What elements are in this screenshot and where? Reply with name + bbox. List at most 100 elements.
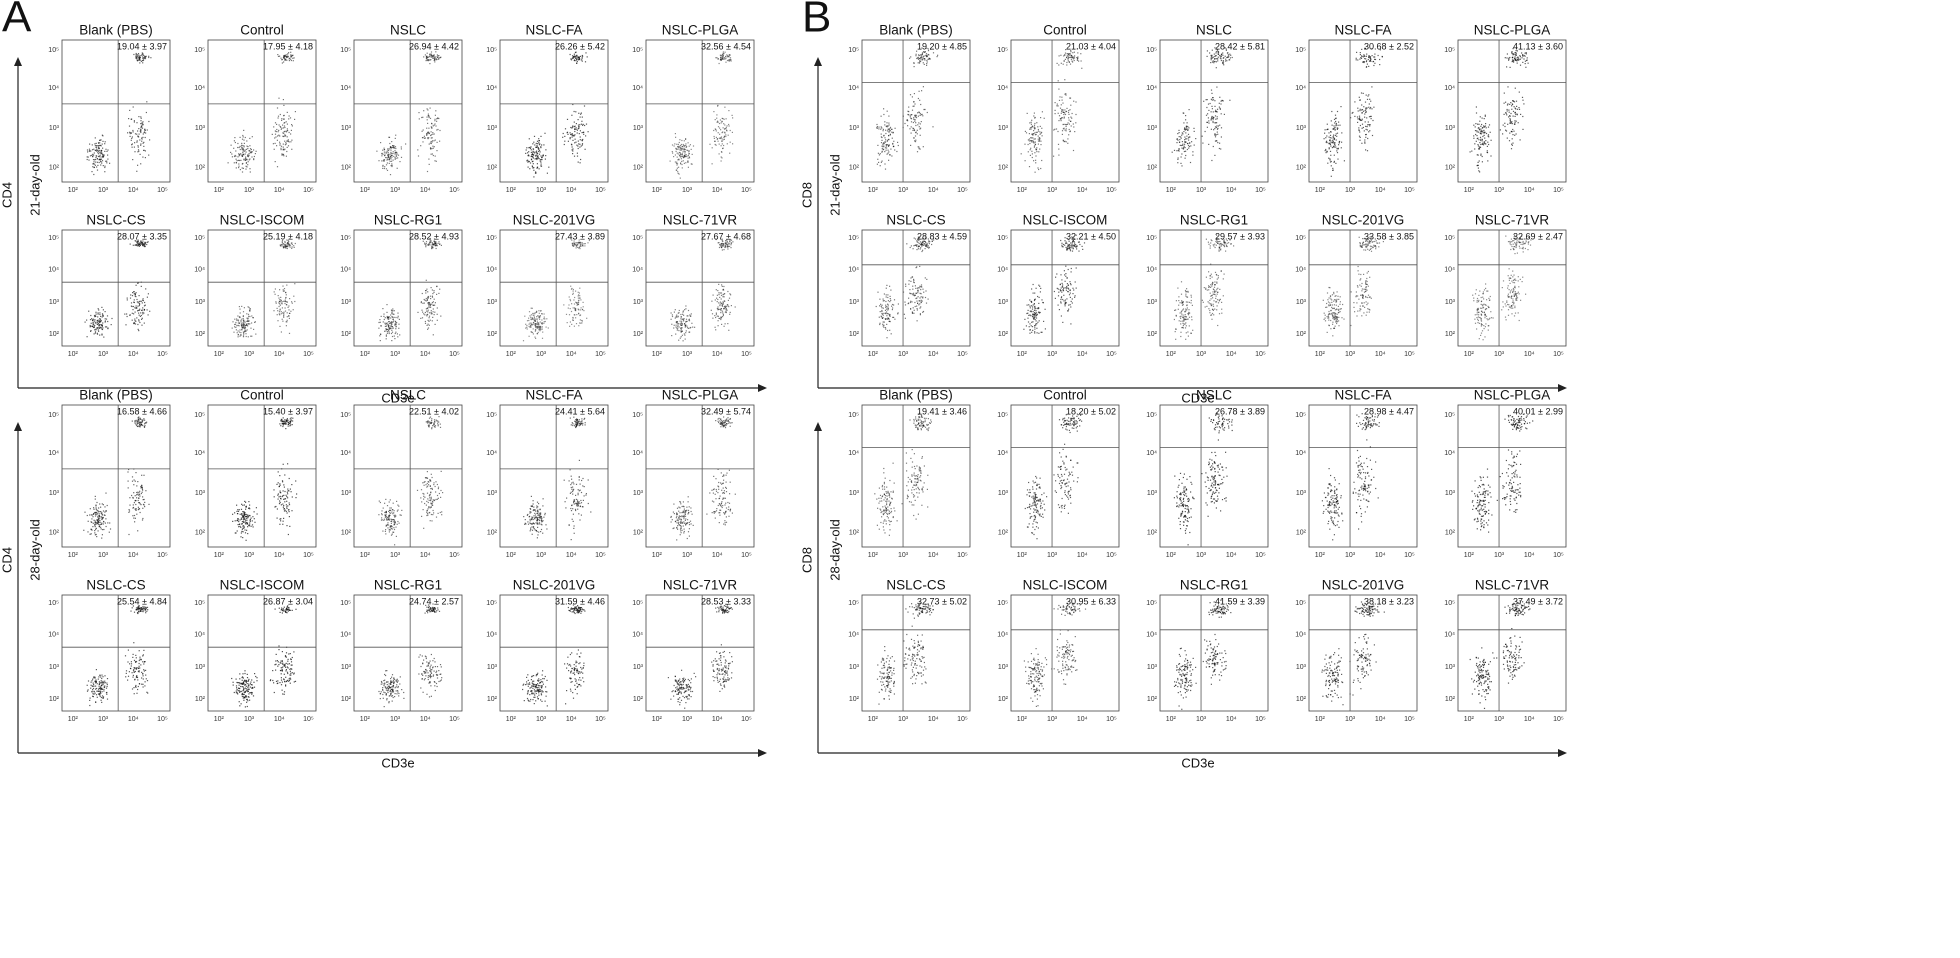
dot [233,691,235,694]
dot [104,311,106,313]
dot [582,131,584,133]
dot [690,510,692,513]
dot [580,112,582,114]
dot [96,696,98,698]
dot [142,59,144,62]
dot [284,56,286,58]
dot [137,679,139,681]
dot [674,309,676,311]
dot [245,681,247,683]
dot [531,517,533,520]
dot [429,242,431,244]
dot [288,52,290,54]
dot [563,479,565,481]
dot [239,335,241,337]
dot [713,135,715,138]
dot [677,316,679,318]
dot [247,148,249,150]
dot [428,320,430,322]
dot [253,158,255,160]
x-tick-label: 10² [506,552,517,559]
dot [725,240,727,242]
dot [279,143,281,145]
dot [94,320,96,322]
dot [683,156,685,158]
dot [678,510,680,512]
dot [129,297,132,299]
dot [578,299,580,301]
dot [722,54,724,56]
dot [711,313,714,315]
dot [391,326,394,328]
dot [94,319,96,321]
dot [718,153,720,155]
dot [288,502,290,504]
dot [287,56,289,58]
x-tick-label: 10⁴ [712,552,723,559]
dot [581,319,583,322]
dot [278,313,280,315]
dot [286,123,288,125]
dot [389,512,391,514]
x-tick-label: 10³ [536,552,547,559]
dot [578,459,580,461]
x-axis-label: CD3e [381,755,414,770]
dot [386,519,388,521]
x-tick-label: 10² [68,716,79,723]
dot [227,162,229,164]
dot [722,51,724,53]
dot [439,511,441,514]
dot [390,322,392,324]
dot [232,520,234,522]
dot [729,313,731,315]
dot [428,506,430,509]
dot [142,605,144,608]
dot [247,320,249,322]
dot [236,520,238,522]
dot [385,335,387,337]
dot [721,120,723,122]
dot [246,329,248,331]
dot [574,508,577,510]
dot [571,136,573,138]
dot [441,511,443,513]
dot [723,306,725,308]
dot [572,135,574,137]
dot [237,682,239,684]
dot [682,149,684,151]
dot [135,55,137,58]
dot [685,156,687,158]
dot [92,163,94,165]
dot [255,507,257,509]
dot [437,128,439,131]
dot [723,416,725,418]
x-tick-label: 10⁴ [420,552,431,559]
dot [724,419,726,421]
dot [429,295,432,297]
dot [129,314,131,316]
dot [126,313,128,315]
dot [388,516,390,518]
dot [679,148,681,150]
dot [386,329,388,331]
dot [250,692,252,694]
dot [729,425,731,427]
dot [98,330,100,332]
dot [581,421,583,423]
dot [133,514,136,517]
dot [572,103,574,106]
dot [95,329,97,331]
dot [138,508,141,510]
dot [534,319,536,321]
dot [148,154,150,156]
dot [530,523,532,525]
dot [98,523,100,526]
dot [391,160,393,162]
dot [681,153,683,155]
plot-title: NSLC-CS [86,213,145,228]
dot [129,663,131,665]
dot [680,146,682,148]
dot [137,607,139,609]
dot [430,153,432,155]
